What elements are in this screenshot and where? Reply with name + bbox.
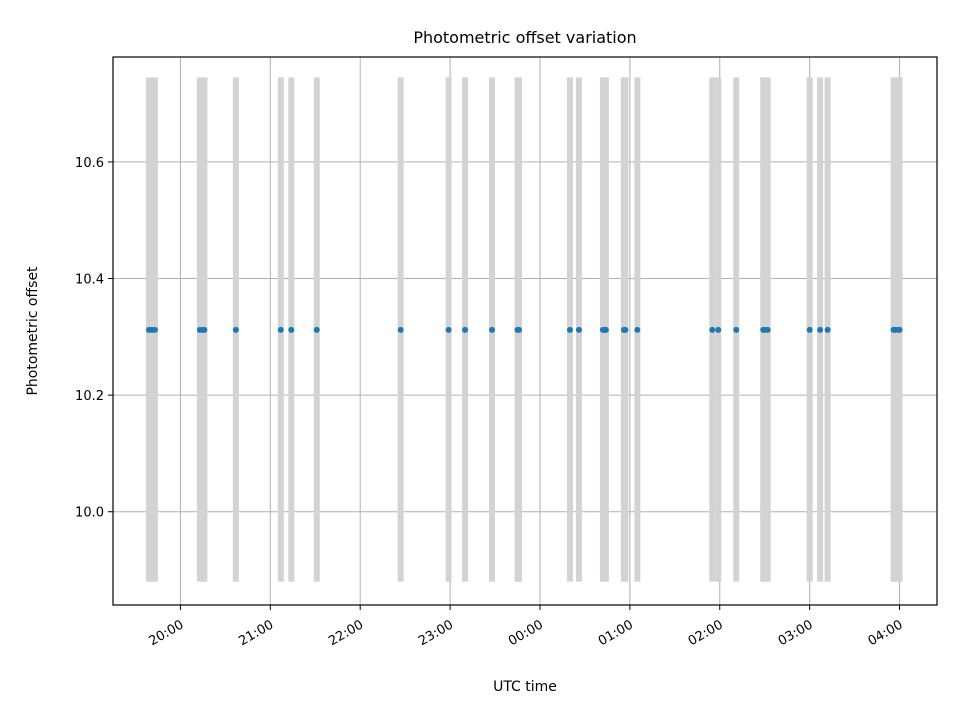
- data-point: [634, 326, 641, 333]
- y-tick-label: 10.4: [75, 273, 104, 288]
- x-tick-label: 22:00: [326, 617, 366, 649]
- data-point: [824, 326, 831, 333]
- data-points: [145, 326, 903, 333]
- x-tick-label: 01:00: [596, 617, 636, 649]
- data-point: [602, 326, 609, 333]
- data-point: [313, 326, 320, 333]
- data-point: [764, 326, 771, 333]
- x-axis-ticks: 20:00 21:00 22:00 23:00 00:00 01:00 02:00 03:00…: [146, 605, 906, 649]
- grid-lines: [113, 57, 937, 605]
- data-point: [462, 326, 469, 333]
- data-point: [201, 326, 208, 333]
- data-point: [288, 326, 295, 333]
- y-tick-label: 10.0: [75, 506, 104, 521]
- data-point: [622, 326, 629, 333]
- data-point: [575, 326, 582, 333]
- data-point: [733, 326, 740, 333]
- error-bands: [145, 77, 903, 582]
- data-point: [516, 326, 523, 333]
- chart-title: Photometric offset variation: [413, 28, 636, 47]
- data-point: [896, 326, 903, 333]
- data-point: [806, 326, 813, 333]
- plot-area-frame: [112, 56, 938, 606]
- x-tick-label: 23:00: [416, 617, 456, 649]
- data-point: [277, 326, 284, 333]
- data-point: [489, 326, 496, 333]
- x-tick-label: 02:00: [686, 617, 726, 649]
- x-tick-label: 21:00: [236, 617, 276, 649]
- y-axis-label: Photometric offset: [25, 266, 41, 396]
- y-tick-label: 10.2: [75, 389, 104, 404]
- data-point: [232, 326, 239, 333]
- data-point: [817, 326, 824, 333]
- x-tick-label: 04:00: [866, 617, 906, 649]
- x-tick-label: 00:00: [506, 617, 546, 649]
- data-point: [715, 326, 722, 333]
- data-point: [397, 326, 404, 333]
- x-axis-label: UTC time: [493, 679, 557, 695]
- data-point: [566, 326, 573, 333]
- data-point: [445, 326, 452, 333]
- data-point: [151, 326, 158, 333]
- x-tick-label: 03:00: [776, 617, 816, 649]
- y-axis-ticks: 10.0 10.2 10.4 10.6: [75, 156, 113, 521]
- y-tick-label: 10.6: [75, 156, 104, 171]
- x-tick-label: 20:00: [146, 617, 186, 649]
- data-point: [709, 326, 716, 333]
